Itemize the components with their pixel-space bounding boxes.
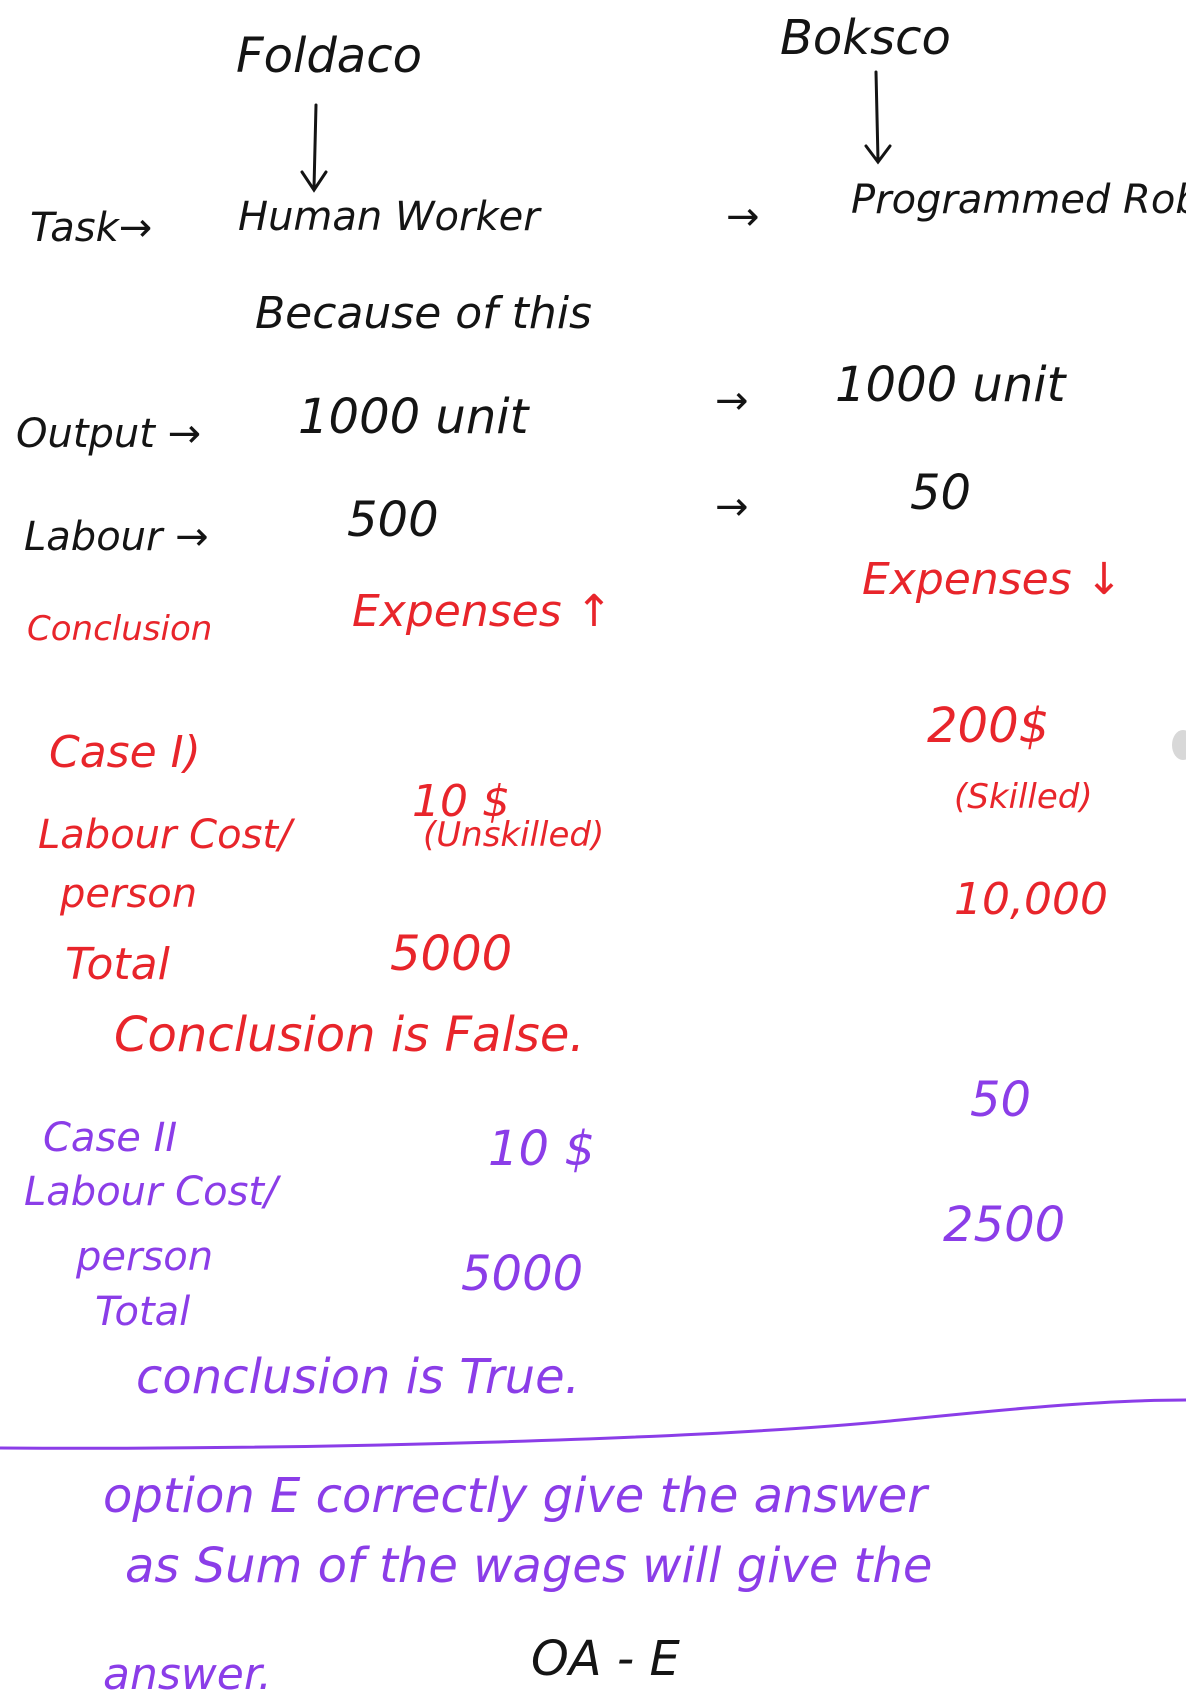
arrow-down-right (864, 70, 892, 165)
arrow-down-left (300, 103, 328, 193)
footer-line3: answer. (103, 1649, 272, 1700)
case1-right-cost: 200$ (927, 698, 1050, 754)
output-label: Output → (16, 411, 202, 457)
final-answer: OA - E (531, 1631, 680, 1687)
footer-line2: as Sum of the wages will give the (125, 1538, 933, 1594)
labour-left: 500 (347, 492, 439, 548)
case2-right-total: 2500 (943, 1197, 1066, 1253)
divider-line (0, 1398, 1186, 1450)
case2-left-cost: 10 $ (488, 1121, 595, 1177)
labour-arrow: → (715, 484, 749, 530)
case1-left-cost: 10 $ (412, 776, 510, 827)
case2-result: conclusion is True. (136, 1349, 580, 1405)
output-left: 1000 unit (298, 389, 529, 445)
case2-title: Case II (43, 1115, 178, 1161)
case1-left-note: (Unskilled) (423, 815, 605, 855)
scroll-handle[interactable] (1172, 730, 1186, 760)
case2-left-total: 5000 (461, 1246, 584, 1302)
footer-line1: option E correctly give the answer (103, 1468, 927, 1524)
company-boksco: Boksco (780, 10, 951, 66)
company-foldaco: Foldaco (236, 28, 422, 84)
case2-cost-label: Labour Cost/ (24, 1169, 278, 1215)
case2-cost-label2: person (76, 1234, 214, 1280)
case2-total-label: Total (95, 1289, 191, 1335)
output-right: 1000 unit (835, 357, 1066, 413)
case1-title: Case I) (49, 727, 201, 778)
conclusion-left: Expenses ↑ (352, 586, 613, 637)
because-text: Because of this (255, 288, 592, 339)
case1-cost-label: Labour Cost/ (38, 812, 292, 858)
task-label: Task→ (30, 205, 153, 251)
task-arrow: → (726, 194, 760, 240)
conclusion-right: Expenses ↓ (862, 554, 1123, 605)
case1-cost-label2: person (60, 871, 198, 917)
labour-label: Labour → (24, 514, 209, 560)
task-right: Programmed Robot (851, 177, 1186, 223)
case1-right-total: 10,000 (954, 874, 1108, 925)
case2-right-cost: 50 (970, 1072, 1032, 1128)
case1-total-label: Total (65, 939, 170, 990)
conclusion-label: Conclusion (27, 609, 213, 649)
case1-result: Conclusion is False. (114, 1007, 585, 1063)
case1-left-total: 5000 (390, 926, 513, 982)
output-arrow: → (715, 378, 749, 424)
labour-right: 50 (910, 465, 972, 521)
task-left: Human Worker (238, 194, 540, 240)
case1-right-note: (Skilled) (954, 777, 1093, 817)
